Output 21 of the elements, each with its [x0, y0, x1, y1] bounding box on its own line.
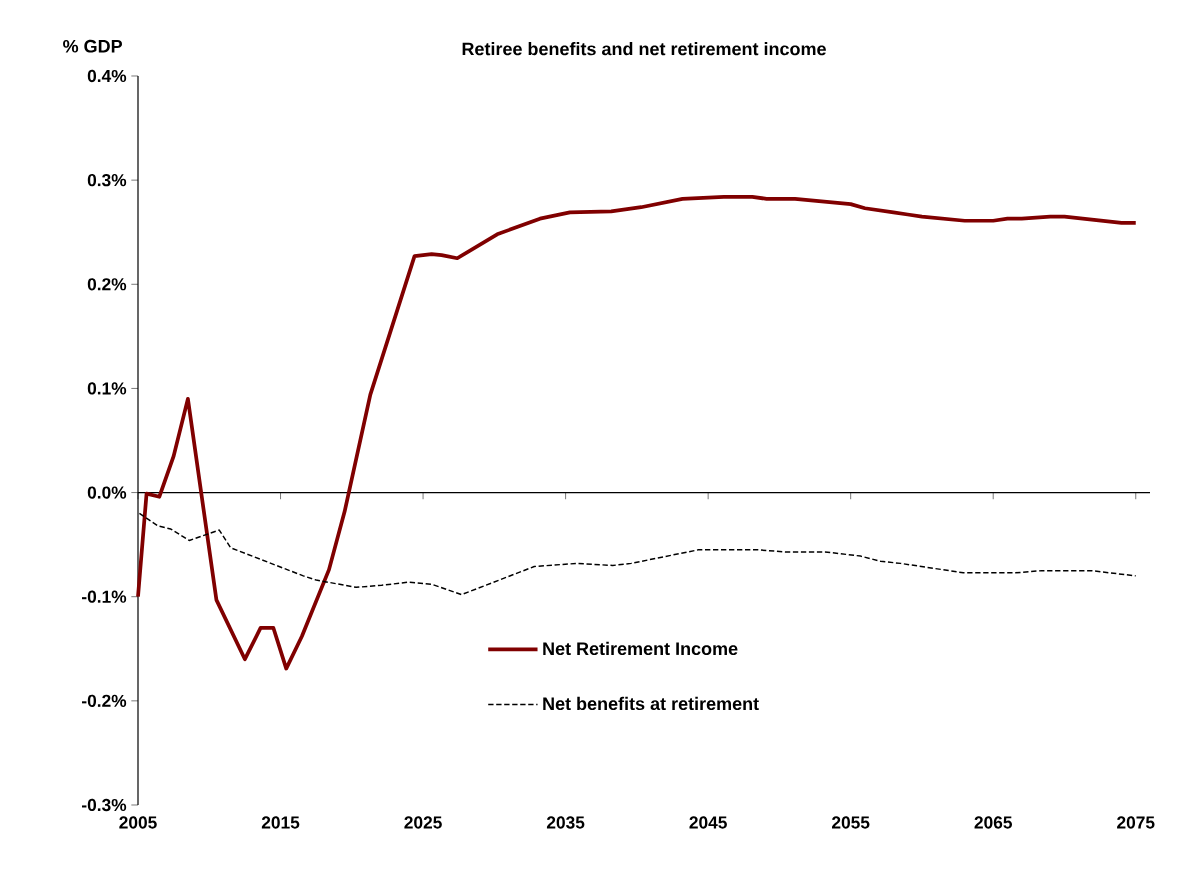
x-tick-label: 2045 [689, 816, 727, 829]
line-series [136, 194, 1138, 671]
x-tick-label: 2055 [832, 816, 870, 829]
y-tick-label: 0.4% [87, 69, 127, 83]
x-tick-label: 2015 [261, 816, 300, 829]
y-tick-label: 0.2% [87, 278, 127, 291]
y-tick-label: 0.1% [87, 382, 127, 395]
y-tick-label: 0.0% [87, 486, 127, 499]
x-tick-label: 2025 [404, 816, 442, 829]
y-axis-title: % GDP [63, 39, 122, 53]
y-tick-label: -0.1% [82, 590, 127, 603]
x-tick-label: 2005 [119, 816, 157, 829]
chart-title: Retiree benefits and net retirement income [462, 42, 826, 56]
y-tick-label: 0.3% [87, 173, 127, 187]
x-tick-label: 2035 [546, 816, 585, 829]
legend-label: Net benefits at retirement [543, 696, 759, 711]
y-tick-label: -0.2% [82, 694, 127, 707]
y-tick-label: -0.3% [82, 798, 127, 812]
x-tick-label: 2075 [1117, 816, 1155, 829]
x-tick-label: 2065 [974, 816, 1013, 829]
legend-label: Net Retirement Income [543, 641, 738, 656]
